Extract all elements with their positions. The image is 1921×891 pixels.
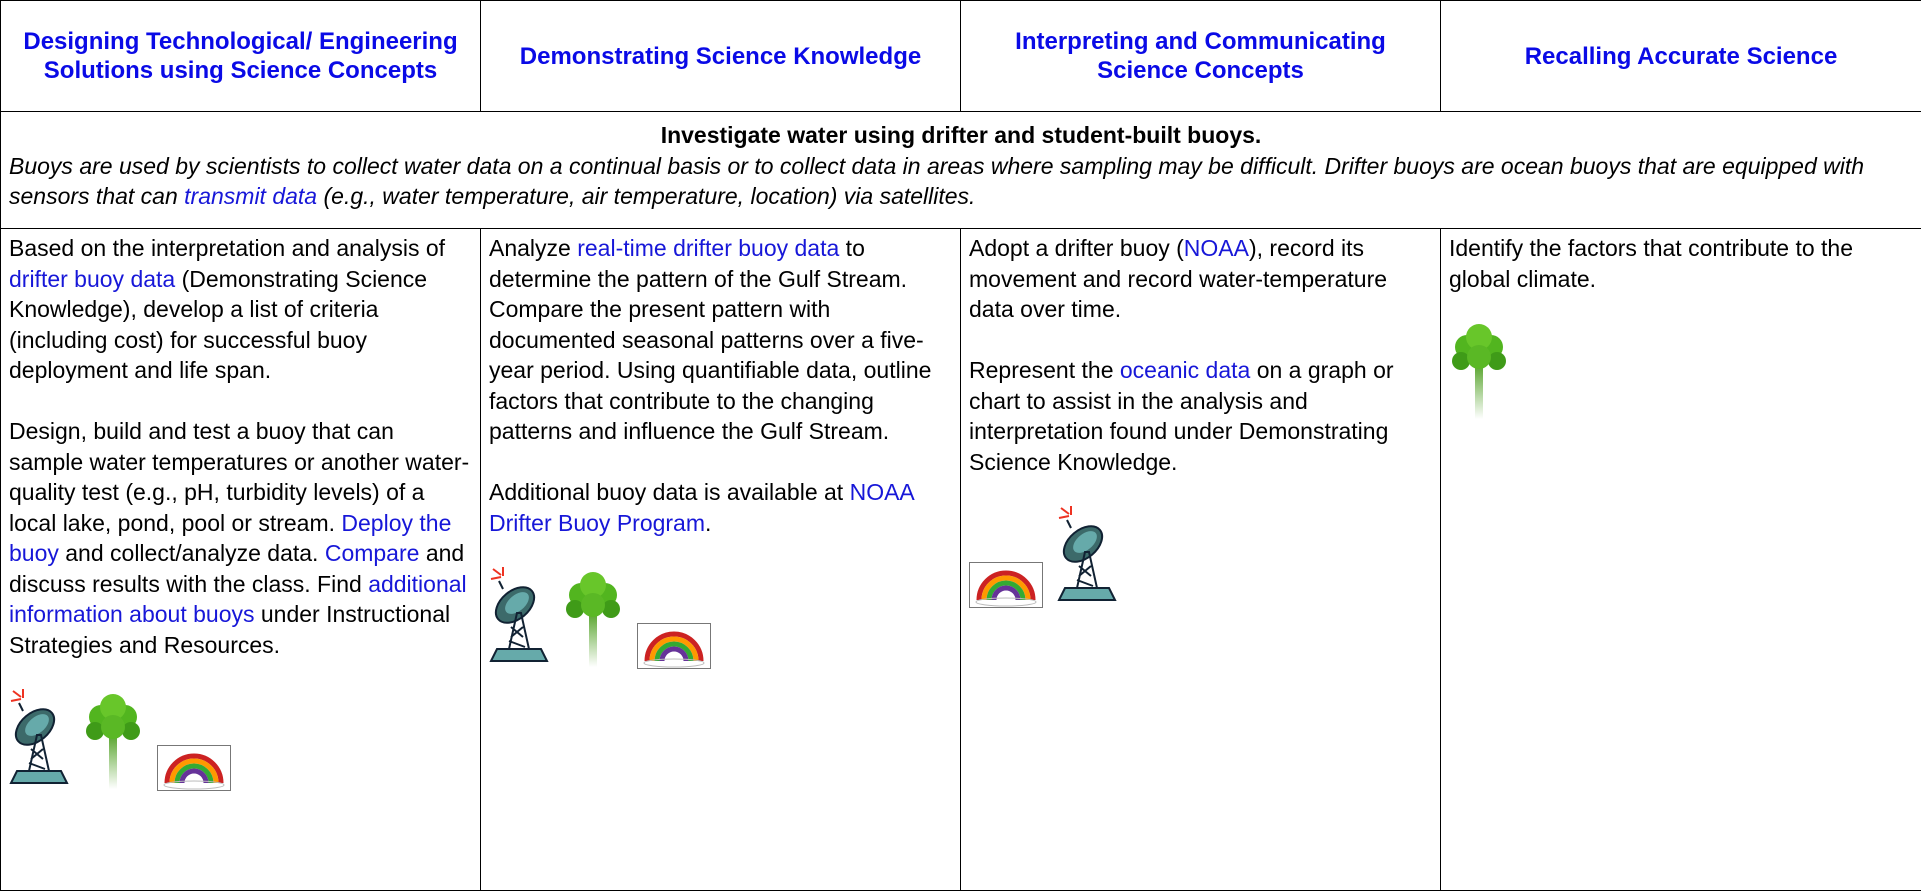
link[interactable]: additional information about buoys — [9, 570, 467, 628]
text: Represent the — [969, 357, 1120, 383]
icon-group — [489, 565, 952, 669]
icon-group — [1449, 321, 1913, 421]
paragraph: Design, build and test a buoy that can s… — [9, 416, 472, 660]
link[interactable]: drifter buoy data — [9, 265, 176, 292]
satellite-icon — [9, 687, 69, 791]
column-header: Designing Technological/ Engineering Sol… — [0, 0, 481, 112]
link[interactable]: Compare — [324, 540, 420, 566]
icon-group — [969, 504, 1432, 608]
text: Buoys are used by scientists to collect … — [9, 152, 1865, 210]
activity-row: Based on the interpretation and analysis… — [0, 228, 1921, 891]
link[interactable]: oceanic data — [1119, 357, 1251, 383]
gauge-icon — [637, 623, 711, 669]
tree-icon — [1449, 321, 1509, 421]
link[interactable]: Deploy the buoy — [9, 509, 452, 567]
text: and discuss results with the class. Find — [9, 540, 465, 597]
activity-cell: Based on the interpretation and analysis… — [0, 228, 481, 891]
header-row: Designing Technological/ Engineering Sol… — [0, 0, 1921, 112]
paragraph: Additional buoy data is available at NOA… — [489, 477, 952, 538]
activity-cell: Adopt a drifter buoy (NOAA), record its … — [960, 228, 1441, 891]
satellite-icon — [489, 565, 549, 669]
text: (e.g., water temperature, air temperatur… — [317, 183, 976, 209]
paragraph: Based on the interpretation and analysis… — [9, 233, 472, 386]
link[interactable]: NOAA Drifter Buoy Program — [489, 479, 914, 536]
text: Additional buoy data is available at — [489, 479, 850, 505]
intro-title: Investigate water using drifter and stud… — [660, 122, 1262, 148]
text: Design, build and test a buoy that can s… — [9, 418, 470, 536]
text: to determine the pattern of the Gulf Str… — [489, 235, 932, 444]
text: under Instructional Strategies and Resou… — [9, 601, 451, 658]
text: (Demonstrating Science Knowledge), devel… — [9, 265, 428, 384]
text: ), record its movement and record water-… — [969, 235, 1388, 322]
gauge-icon — [969, 562, 1043, 608]
paragraph: Adopt a drifter buoy (NOAA), record its … — [969, 233, 1432, 325]
paragraph: Represent the oceanic data on a graph or… — [969, 355, 1432, 477]
activity-cell: Analyze real-time drifter buoy data to d… — [480, 228, 961, 891]
activity-cell: Identify the factors that contribute to … — [1440, 228, 1921, 891]
text: Analyze — [489, 235, 578, 261]
gauge-icon — [157, 745, 231, 791]
link[interactable]: NOAA — [1183, 235, 1249, 261]
text: Based on the interpretation and analysis… — [9, 235, 446, 261]
paragraph: Identify the factors that contribute to … — [1449, 233, 1913, 294]
link[interactable]: real-time drifter buoy data — [577, 235, 840, 261]
text: . — [705, 509, 712, 536]
icon-group — [9, 687, 472, 791]
column-header: Demonstrating Science Knowledge — [480, 0, 961, 112]
tree-icon — [563, 569, 623, 669]
satellite-icon — [1057, 504, 1117, 608]
link[interactable]: transmit data — [184, 183, 318, 209]
text: and collect/analyze data. — [58, 540, 325, 566]
paragraph: Analyze real-time drifter buoy data to d… — [489, 233, 952, 447]
tree-icon — [83, 691, 143, 791]
text: Identify the factors that contribute to … — [1449, 235, 1854, 292]
intro-text: Buoys are used by scientists to collect … — [9, 151, 1913, 212]
text: Adopt a drifter buoy ( — [969, 235, 1184, 261]
column-header: Interpreting and Communicating Science C… — [960, 0, 1441, 112]
text: on a graph or chart to assist in the ana… — [969, 357, 1394, 475]
column-header: Recalling Accurate Science — [1440, 0, 1921, 112]
intro-cell: Investigate water using drifter and stud… — [0, 111, 1921, 229]
intro-row: Investigate water using drifter and stud… — [0, 111, 1921, 229]
